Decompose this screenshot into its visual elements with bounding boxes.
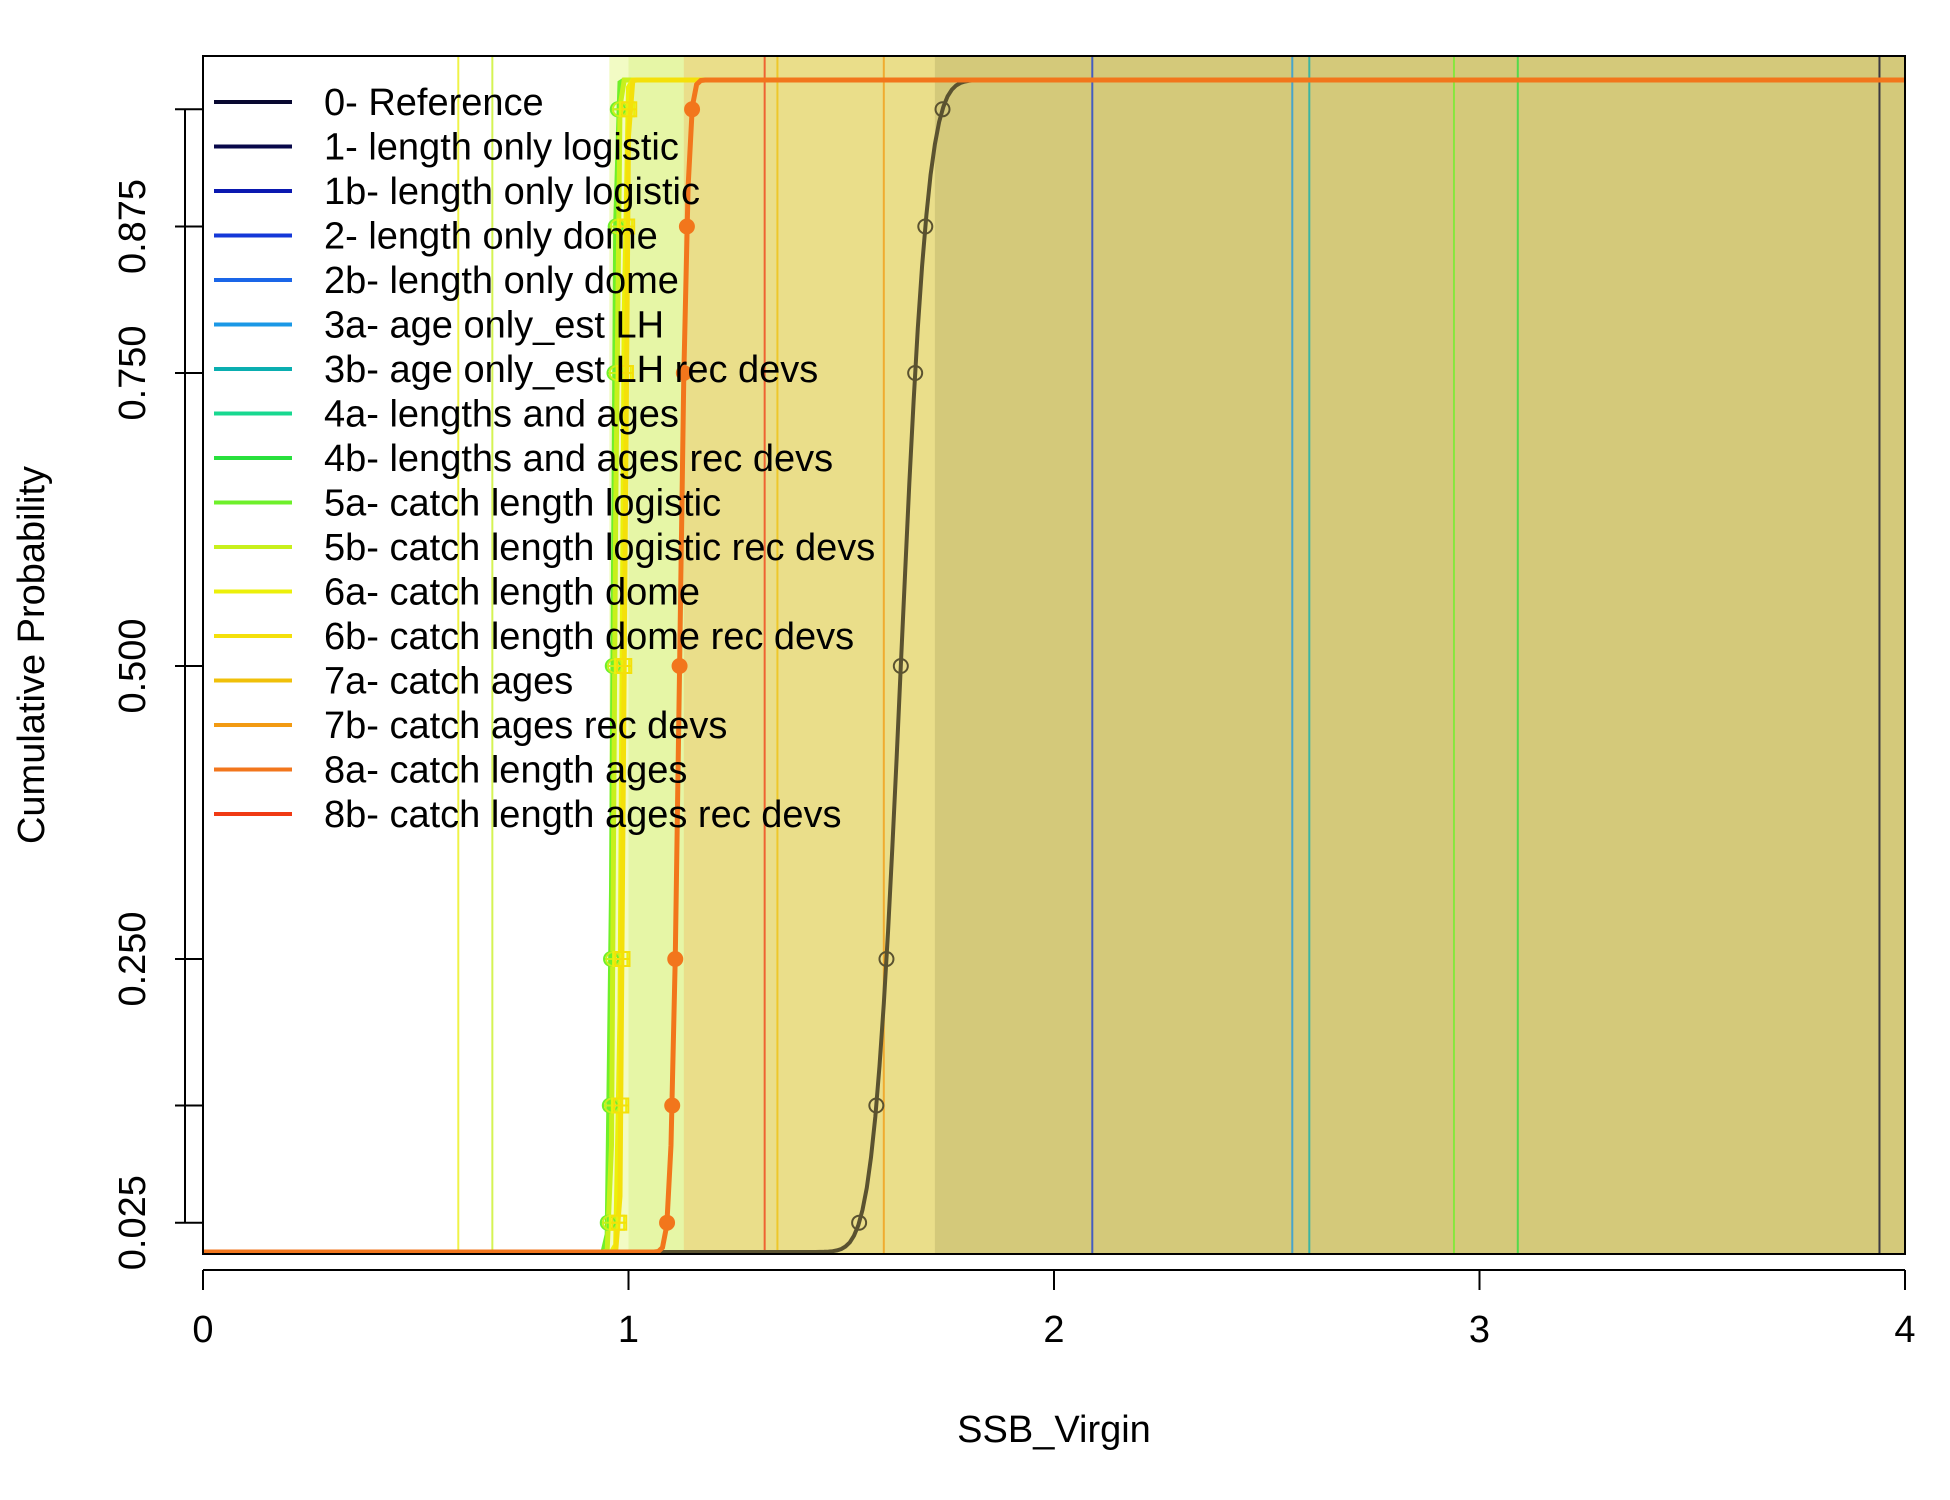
cdf-curve-series-15 [203, 77, 1905, 1255]
quantile-point-series-12 [611, 1214, 628, 1231]
x-axis-title: SSB_Virgin [957, 1409, 1151, 1451]
legend-label-series-2: 1b- length only logistic [324, 171, 700, 213]
quantile-point-series-0 [868, 1097, 885, 1114]
quantile-point-series-12 [619, 218, 636, 235]
quantile-point-series-0 [892, 658, 909, 674]
quantile-point-series-0 [917, 218, 934, 235]
legend-label-series-14: 7b- catch ages rec devs [324, 705, 727, 747]
quantile-point-series-12 [616, 658, 633, 674]
x-tick-label: 4 [1894, 1309, 1915, 1351]
y-tick-label: 0.750 [112, 325, 154, 420]
x-tick-label: 0 [192, 1309, 213, 1351]
legend-label-series-5: 3a- age only_est LH [324, 305, 664, 347]
quantile-point-series-12 [614, 951, 631, 967]
quantile-point-series-15 [684, 101, 701, 118]
quantile-point-series-15 [664, 1097, 681, 1114]
legend-label-series-6: 3b- age only_est LH rec devs [324, 349, 818, 391]
y-axis-title: Cumulative Probability [11, 466, 53, 844]
legend-label-series-1: 1- length only logistic [324, 127, 679, 169]
quantile-point-series-15 [678, 218, 695, 235]
legend-label-series-12: 6b- catch length dome rec devs [324, 616, 854, 658]
quantile-point-series-0 [878, 951, 895, 967]
quantile-point-series-0 [851, 1214, 868, 1231]
legend-label-series-7: 4a- lengths and ages [324, 394, 679, 436]
legend-label-series-10: 5b- catch length logistic rec devs [324, 527, 875, 569]
ci-band-reference [934, 56, 1905, 1254]
x-tick-label: 1 [618, 1309, 639, 1351]
quantile-point-series-0 [907, 365, 924, 381]
quantile-point-series-15 [671, 658, 688, 674]
legend-label-series-13: 7a- catch ages [324, 661, 573, 703]
quantile-point-series-15 [667, 951, 684, 967]
legend-label-series-9: 5a- catch length logistic [324, 483, 721, 525]
legend-label-series-16: 8b- catch length ages rec devs [324, 794, 842, 836]
y-tick-label: 0.500 [112, 618, 154, 713]
legend-label-series-15: 8a- catch length ages [324, 750, 687, 792]
x-tick-label: 2 [1043, 1309, 1064, 1351]
legend-label-series-11: 6a- catch length dome [324, 572, 700, 614]
legend-label-series-8: 4b- lengths and ages rec devs [324, 438, 833, 480]
legend-label-series-0: 0- Reference [324, 82, 544, 124]
quantile-point-series-12 [617, 365, 634, 381]
quantile-point-series-15 [659, 1214, 676, 1231]
plot-frame [202, 55, 1906, 1255]
quantile-point-series-15 [675, 365, 692, 381]
y-tick-label: 0.875 [112, 179, 154, 274]
legend-label-series-3: 2- length only dome [324, 216, 658, 258]
quantile-point-series-12 [621, 101, 638, 118]
y-tick-label: 0.250 [112, 911, 154, 1006]
x-tick-label: 3 [1469, 1309, 1490, 1351]
quantile-point-series-0 [934, 101, 951, 118]
quantile-point-series-12 [613, 1097, 630, 1114]
legend-label-series-4: 2b- length only dome [324, 260, 679, 302]
y-tick-label: 0.025 [112, 1175, 154, 1270]
